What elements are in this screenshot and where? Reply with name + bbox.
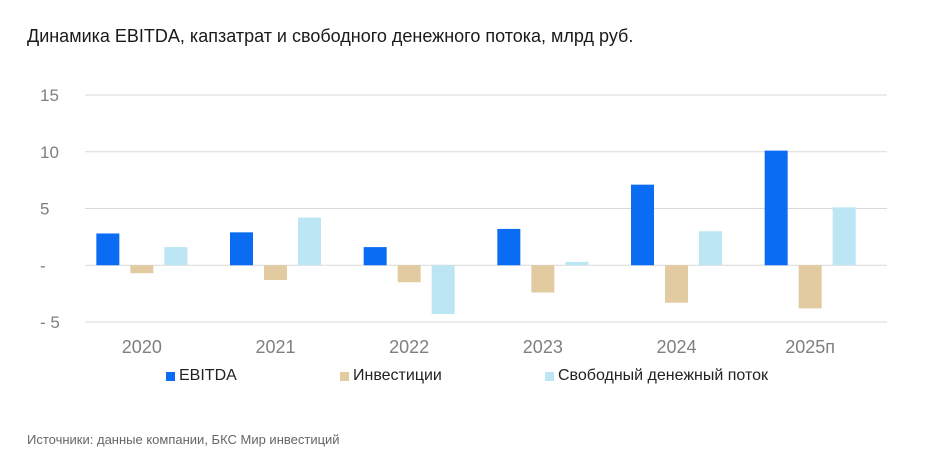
bar-ebitda-2024 — [631, 184, 654, 266]
bar-ebitda-2021 — [230, 232, 253, 266]
bar-ebitda-2020 — [96, 233, 120, 266]
legend-swatch-fcf — [545, 371, 554, 381]
y-tick-label: - — [40, 256, 46, 275]
y-tick-label: 10 — [40, 143, 59, 162]
chart-title: Динамика EBITDA, капзатрат и свободного … — [27, 26, 634, 46]
x-tick-label: 2024 — [656, 337, 696, 357]
bar-ebitda-2025п — [764, 150, 788, 266]
bar-investments-2025п — [798, 265, 822, 309]
bar-ebitda-2022 — [363, 247, 387, 266]
source-note: Источники: данные компании, БКС Мир инве… — [27, 432, 340, 447]
y-tick-label: 15 — [40, 86, 59, 105]
legend-swatch-investments — [340, 371, 349, 381]
y-tick-label: 5 — [40, 200, 49, 219]
legend-label-investments: Инвестиции — [353, 367, 442, 384]
bar-ebitda-2023 — [497, 228, 521, 266]
legend-label-ebitda: EBITDA — [179, 367, 237, 384]
bar-fcf-2023 — [565, 261, 589, 266]
bar-investments-2021 — [264, 265, 287, 281]
x-tick-label: 2020 — [122, 337, 162, 357]
bar-investments-2023 — [531, 265, 555, 293]
bar-investments-2022 — [397, 265, 421, 283]
legend-item-fcf: Свободный денежный поток — [545, 367, 768, 385]
legend-item-investments: Инвестиции — [340, 367, 442, 385]
chart-legend: EBITDA Инвестиции Свободный денежный пот… — [0, 367, 929, 389]
x-tick-label: 2025п — [785, 337, 835, 357]
bar-investments-2024 — [665, 265, 688, 303]
bar-fcf-2024 — [699, 231, 722, 266]
legend-label-fcf: Свободный денежный поток — [558, 367, 769, 384]
x-tick-label: 2021 — [255, 337, 295, 357]
bar-chart: 15 10 5 - - 5 2020 2021 2022 2023 2024 2025п — [40, 86, 887, 357]
bar-fcf-2025п — [832, 207, 856, 266]
x-tick-label: 2022 — [389, 337, 429, 357]
x-tick-label: 2023 — [523, 337, 563, 357]
bar-investments-2020 — [130, 265, 154, 274]
bar-fcf-2020 — [164, 247, 188, 266]
bar-fcf-2022 — [431, 265, 455, 315]
y-tick-label: - 5 — [40, 313, 60, 332]
bar-fcf-2021 — [298, 217, 321, 266]
legend-swatch-ebitda — [166, 371, 175, 381]
legend-item-ebitda: EBITDA — [166, 367, 237, 385]
